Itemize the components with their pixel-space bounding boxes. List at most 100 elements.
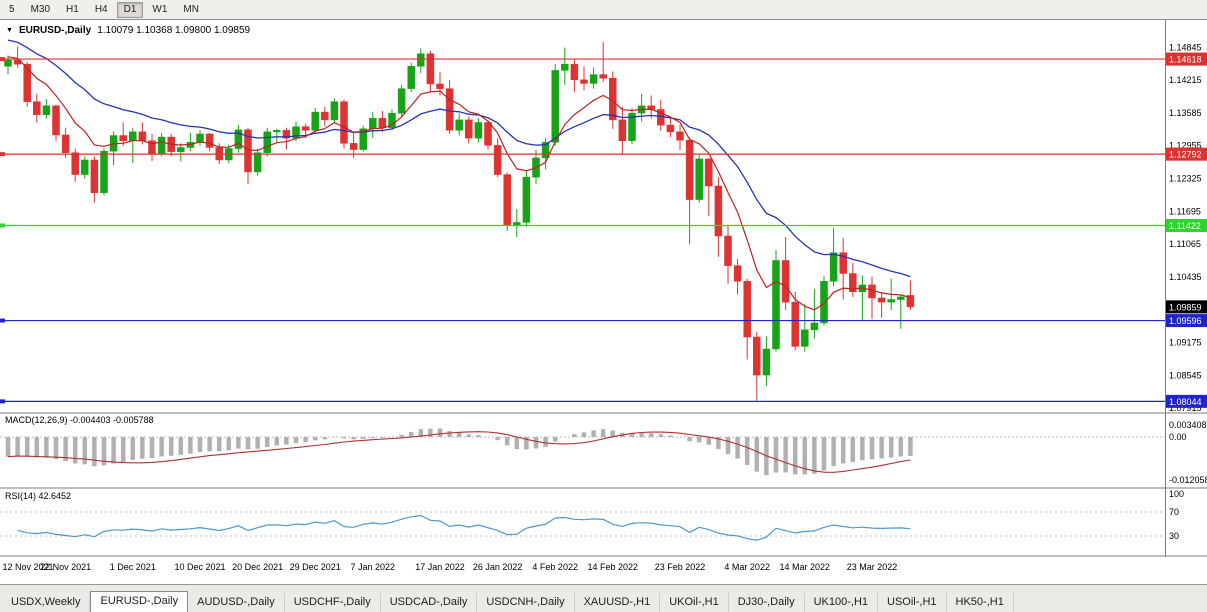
symbol-tab-audusd-daily[interactable]: AUDUSD-,Daily [188, 593, 285, 612]
price-chart[interactable]: 1.14845 1.14215 1.13585 1.12955 1.12325 1.116… [0, 20, 1207, 584]
price-axis-label: 1.08545 [1169, 370, 1202, 380]
candle-body [743, 281, 751, 338]
collapse-triangle-icon[interactable]: ▼ [6, 27, 13, 34]
candle-body [906, 295, 915, 308]
timeframe-button-5[interactable]: 5 [2, 2, 22, 18]
candle-body [810, 322, 819, 330]
candle-body [417, 53, 425, 67]
candles-layer [4, 41, 915, 401]
candle-body [666, 124, 675, 133]
symbol-tab-hk50-h1[interactable]: HK50-,H1 [947, 593, 1014, 612]
candle-body [129, 131, 137, 141]
candle-body [820, 281, 828, 324]
date-axis-label: 20 Dec 2021 [232, 562, 283, 572]
symbol-tab-eurusd-daily[interactable]: EURUSD-,Daily [90, 591, 189, 612]
macd-histogram [5, 428, 913, 476]
candle-body [897, 296, 905, 300]
symbol-tabbar: USDX,Weekly EURUSD-,Daily AUDUSD-,Daily USD… [0, 584, 1207, 612]
timeframe-button-W1[interactable]: W1 [145, 2, 174, 18]
candle-body [273, 130, 281, 133]
timeframe-button-H1[interactable]: H1 [59, 2, 86, 18]
candle-body [321, 111, 329, 121]
level-endpoint-marker[interactable] [0, 318, 5, 323]
price-axis-label: 1.09175 [1169, 337, 1202, 347]
date-axis-label: 29 Dec 2021 [290, 562, 341, 572]
price-axis-label: 1.12325 [1169, 173, 1202, 183]
macd-axis-label: 0.00 [1169, 432, 1187, 442]
chart-header: ▼ EURUSD-,Daily 1.10079 1.10368 1.09800 … [6, 25, 250, 36]
candle-body [551, 70, 559, 143]
date-axis-label: 10 Dec 2021 [174, 562, 225, 572]
date-axis-label: 1 Dec 2021 [110, 562, 156, 572]
candle-body [263, 131, 271, 153]
candle-body [877, 297, 886, 303]
timeframe-button-H4[interactable]: H4 [88, 2, 115, 18]
symbol-tab-uk100-h1[interactable]: UK100-,H1 [805, 593, 879, 612]
price-level-badge [1166, 147, 1207, 161]
rsi-label: RSI(14) 42.6452 [5, 491, 72, 501]
candle-body [52, 105, 60, 136]
date-axis-label: 7 Jan 2022 [351, 562, 396, 572]
candle-body [791, 301, 799, 347]
rsi-axis-label: 30 [1169, 531, 1179, 541]
level-endpoint-marker[interactable] [0, 152, 5, 157]
timeframe-button-D1[interactable]: D1 [116, 1, 144, 18]
candle-body [138, 131, 147, 141]
candle-body [359, 128, 367, 150]
price-axis-label: 1.13585 [1169, 108, 1202, 118]
price-axis-label: 1.11695 [1169, 206, 1201, 216]
price-level-badge [1166, 394, 1207, 408]
symbol-tab-ukoil-h1[interactable]: UKOil-,H1 [660, 593, 729, 612]
price-axis-label: 1.14215 [1169, 75, 1202, 85]
timeframe-button-M30[interactable]: M30 [24, 2, 57, 18]
candle-body [157, 136, 166, 154]
date-axis-label: 17 Jan 2022 [415, 562, 465, 572]
price-level-badge-label: 1.09596 [1169, 316, 1202, 326]
candle-body [378, 118, 387, 128]
price-level-badge [1166, 52, 1207, 66]
candle-body [205, 133, 214, 148]
candle-body [340, 101, 348, 144]
candle-body [177, 147, 185, 152]
chart-area[interactable]: 1.14845 1.14215 1.13585 1.12955 1.12325 1.116… [0, 20, 1207, 584]
candle-body [772, 260, 780, 350]
timeframe-button-MN[interactable]: MN [176, 2, 206, 18]
level-endpoint-marker[interactable] [0, 223, 5, 228]
date-axis-label: 23 Feb 2022 [655, 562, 706, 572]
symbol-tab-xauusd-h1[interactable]: XAUUSD-,H1 [575, 593, 661, 612]
candle-body [801, 329, 809, 347]
level-endpoint-marker[interactable] [0, 399, 5, 404]
candle-body [849, 273, 857, 292]
price-axis-label: 1.14845 [1169, 42, 1202, 52]
symbol-tab-usdcnh-daily[interactable]: USDCNH-,Daily [477, 593, 575, 612]
symbol-tab-dj30-daily[interactable]: DJ30-,Daily [729, 593, 805, 612]
candle-body [781, 260, 790, 303]
candle-body [81, 159, 89, 175]
candle-body [561, 63, 569, 71]
candle-body [484, 122, 492, 146]
price-level-badge-label: 1.09859 [1169, 302, 1202, 312]
macd-axis-label: -0.012058 [1169, 475, 1207, 485]
candle-body [61, 134, 70, 153]
candle-body [253, 152, 262, 173]
price-axis-label: 1.12955 [1169, 141, 1202, 151]
candle-body [71, 152, 79, 175]
candle-body [119, 135, 127, 141]
candle-body [599, 74, 607, 79]
level-endpoint-marker[interactable] [0, 57, 5, 62]
candle-body [541, 142, 550, 159]
candle-body [407, 66, 415, 89]
symbol-tab-usdcad-daily[interactable]: USDCAD-,Daily [381, 593, 478, 612]
date-axis-label: 4 Mar 2022 [724, 562, 770, 572]
symbol-tab-usdchf-daily[interactable]: USDCHF-,Daily [285, 593, 381, 612]
candle-body [570, 63, 579, 81]
price-level-badge [1166, 300, 1207, 314]
price-level-badge [1166, 314, 1207, 328]
candle-body [311, 111, 319, 131]
symbol-tab-usoil-h1[interactable]: USOil-,H1 [878, 593, 947, 612]
candle-body [676, 131, 684, 141]
candle-body [244, 129, 252, 173]
candle-body [618, 119, 627, 141]
candle-body [369, 118, 377, 129]
symbol-tab-usdx-weekly[interactable]: USDX,Weekly [2, 593, 91, 612]
